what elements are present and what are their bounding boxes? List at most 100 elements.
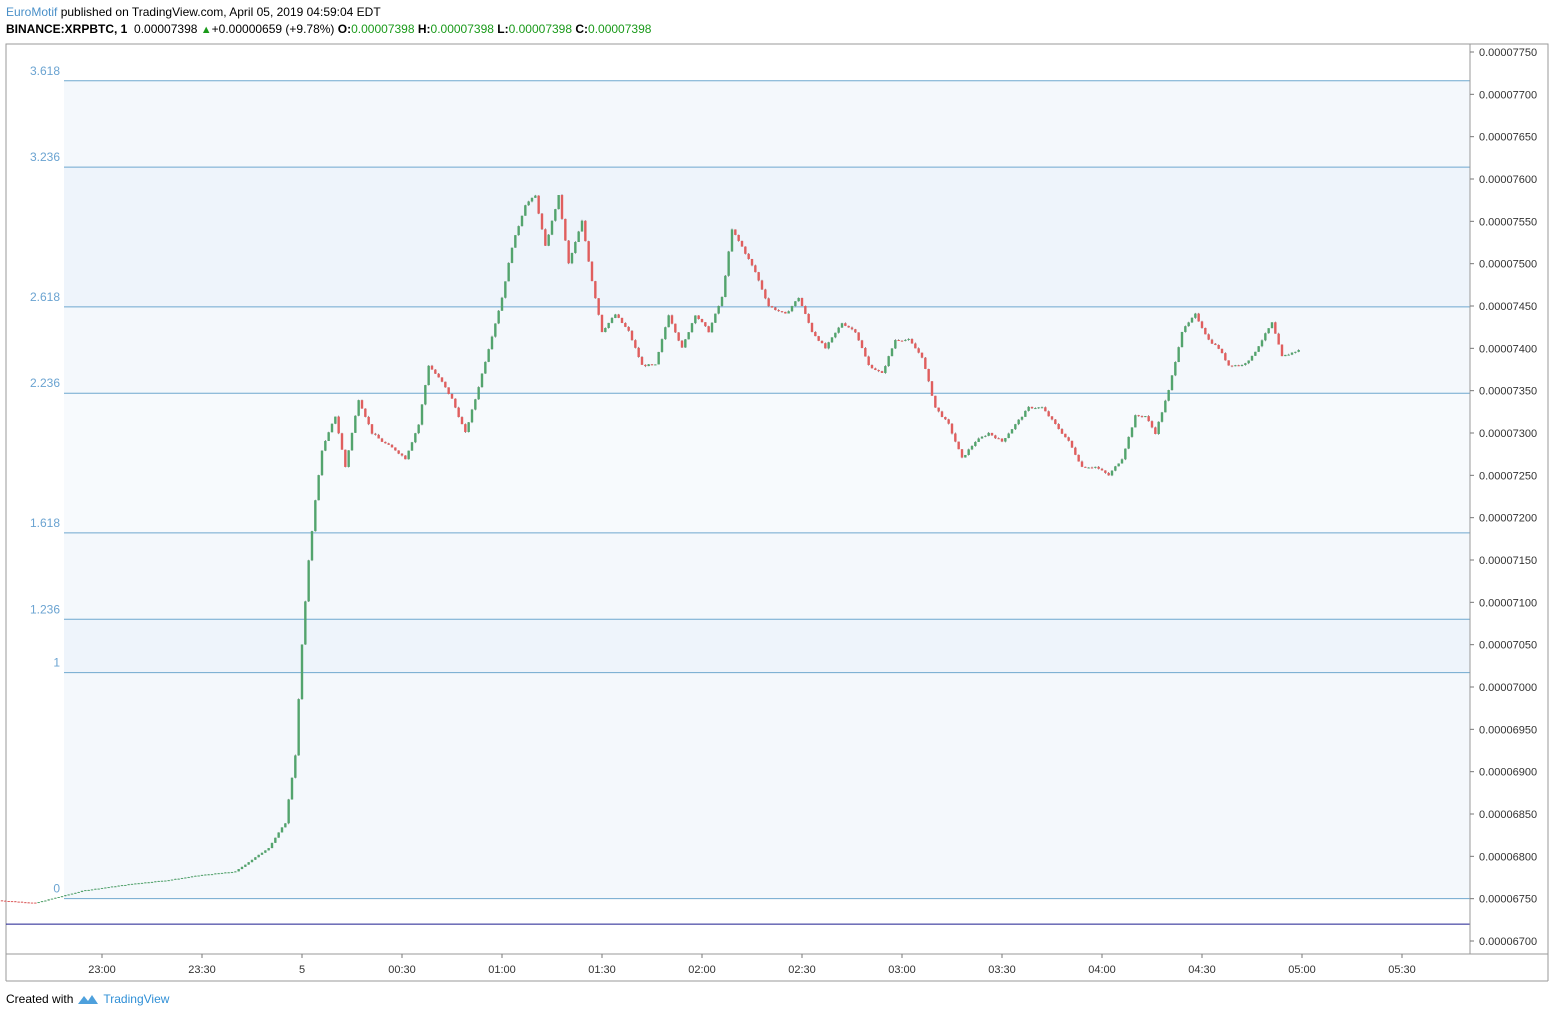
candle xyxy=(307,560,310,602)
candle xyxy=(227,872,230,874)
x-tick-label: 01:30 xyxy=(588,964,616,976)
candle xyxy=(170,879,174,881)
candle xyxy=(1207,334,1210,340)
candle xyxy=(644,364,647,367)
candle xyxy=(524,205,527,216)
candle xyxy=(207,874,210,876)
candle xyxy=(244,864,247,867)
candle xyxy=(57,896,60,898)
candle xyxy=(1144,416,1147,418)
fib-level-label: 1 xyxy=(53,656,60,670)
candle xyxy=(604,327,607,333)
tradingview-brand[interactable]: TradingView xyxy=(103,992,170,1006)
x-tick-label: 00:30 xyxy=(388,964,416,976)
candle xyxy=(397,450,400,454)
candle xyxy=(807,313,810,323)
candle xyxy=(1230,365,1234,367)
candle xyxy=(550,220,554,235)
candle xyxy=(557,195,560,210)
chart-header: EuroMotif published on TradingView.com, … xyxy=(6,4,651,39)
candle xyxy=(90,889,94,891)
candle xyxy=(234,871,237,873)
candle xyxy=(327,432,330,441)
candle xyxy=(924,357,927,369)
candle xyxy=(1224,353,1227,361)
y-tick-label: 0.00007750 xyxy=(1479,47,1537,59)
y-tick-label: 0.00006900 xyxy=(1479,767,1537,779)
candle xyxy=(1124,448,1127,460)
candle xyxy=(640,357,644,365)
candle xyxy=(904,339,907,341)
candle xyxy=(797,297,800,302)
candle xyxy=(1100,468,1104,471)
up-triangle-icon: ▲ xyxy=(200,24,212,36)
candle xyxy=(1120,459,1124,464)
candle xyxy=(1280,344,1284,357)
high-value: 0.00007398 xyxy=(430,22,494,36)
candle xyxy=(87,889,90,891)
candle xyxy=(127,884,130,886)
candle xyxy=(250,859,254,863)
candle xyxy=(157,880,160,882)
candle xyxy=(890,348,894,357)
candle xyxy=(1094,466,1097,468)
candle xyxy=(780,311,784,313)
candle xyxy=(264,850,267,853)
candle xyxy=(624,322,627,327)
candle xyxy=(630,330,634,341)
low-value: 0.00007398 xyxy=(508,22,573,36)
candle xyxy=(467,422,470,433)
candle xyxy=(147,882,150,884)
candle xyxy=(694,315,697,324)
candle xyxy=(484,361,487,374)
candle xyxy=(374,433,377,435)
candle xyxy=(1014,424,1017,430)
candle xyxy=(27,902,30,904)
candle xyxy=(530,197,534,202)
fib-level-label: 0 xyxy=(53,882,60,896)
candle xyxy=(1024,410,1027,417)
publish-info: published on TradingView.com, April 05, … xyxy=(57,5,381,19)
candle xyxy=(734,229,737,235)
candle xyxy=(457,407,460,418)
candle xyxy=(827,342,830,349)
candle xyxy=(600,314,604,333)
candle xyxy=(657,351,660,365)
candle xyxy=(547,234,550,246)
candle xyxy=(1150,421,1154,428)
candle xyxy=(980,436,984,439)
candle xyxy=(747,253,750,260)
candle xyxy=(1284,354,1287,357)
tradingview-logo-icon xyxy=(78,995,99,1004)
candle xyxy=(564,218,567,241)
candle xyxy=(0,900,4,902)
candle xyxy=(117,885,120,887)
candle xyxy=(124,884,127,886)
x-tick-label: 02:00 xyxy=(688,964,716,976)
candle xyxy=(347,450,350,467)
candle xyxy=(704,322,707,327)
candle xyxy=(744,246,747,254)
candle xyxy=(1174,362,1177,376)
candle xyxy=(754,265,757,273)
candle xyxy=(1247,360,1250,364)
candle xyxy=(30,902,34,904)
candle xyxy=(1027,406,1030,411)
y-tick-label: 0.00007500 xyxy=(1479,259,1537,271)
candle xyxy=(1140,416,1144,418)
candle xyxy=(1030,406,1034,409)
candle xyxy=(220,872,224,874)
author-link[interactable]: EuroMotif xyxy=(6,5,58,19)
candle xyxy=(360,400,364,409)
candle xyxy=(620,317,624,323)
y-tick-label: 0.00007050 xyxy=(1479,640,1537,652)
candle xyxy=(627,326,630,331)
candle xyxy=(907,338,910,340)
fib-band xyxy=(64,672,1470,899)
candle xyxy=(1057,423,1060,430)
candle xyxy=(637,347,640,358)
candle xyxy=(254,857,257,860)
candle xyxy=(454,398,457,408)
candle xyxy=(1220,348,1224,354)
